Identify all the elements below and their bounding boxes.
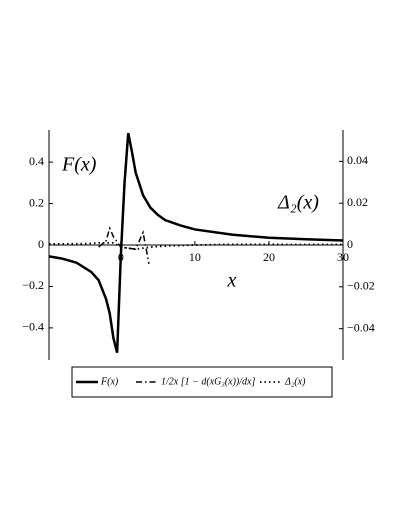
x-tick-label: 20	[263, 250, 275, 264]
x-axis-label: x	[227, 270, 237, 292]
legend-box	[71, 366, 333, 398]
y2-tick-label: −0.04	[347, 320, 375, 334]
x-tick-label: 10	[189, 250, 201, 264]
y-tick-label: 0.2	[29, 195, 44, 209]
legend-label: 1/2x [1 − d(xG₃(x))/dx]	[161, 376, 255, 387]
y2-tick-label: −0.02	[347, 279, 375, 293]
y-tick-label: −0.2	[22, 278, 44, 292]
x-tick-label: 30	[337, 250, 349, 264]
y-tick-label: 0	[38, 237, 44, 251]
y2-tick-label: 0.04	[347, 153, 368, 167]
legend-label: F(x)	[100, 376, 119, 387]
y-tick-label: −0.4	[22, 320, 44, 334]
annotation-f: F(x)	[61, 154, 97, 176]
y2-tick-label: 0.02	[347, 195, 368, 209]
series-line	[48, 242, 343, 251]
y-tick-label: 0.4	[29, 154, 44, 168]
legend-label: Δ₂(x)	[284, 376, 306, 387]
y2-tick-label: 0	[347, 237, 353, 251]
series-line	[48, 132, 344, 354]
annotation-delta: Δ₂(x)	[277, 192, 319, 214]
